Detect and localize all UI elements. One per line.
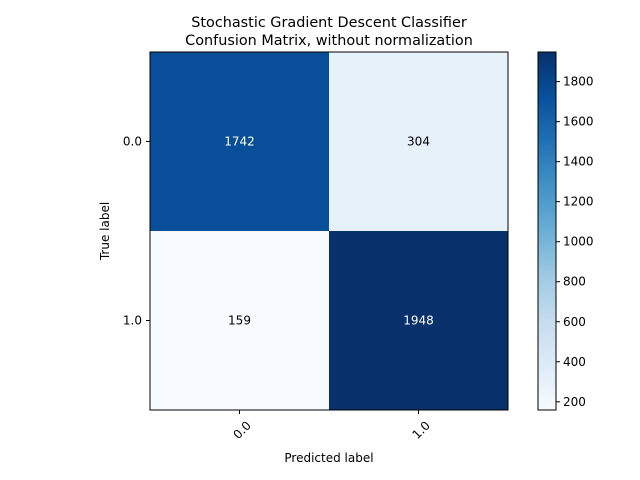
- heatmap-cell-r1-c1: [329, 231, 508, 410]
- colorbar-tick-label: 1600: [563, 115, 594, 129]
- cell-value-label: 1948: [403, 314, 434, 328]
- cell-value-label: 159: [228, 314, 251, 328]
- cell-value-label: 304: [407, 135, 430, 149]
- heatmap-cell-r1-c0: [150, 231, 329, 410]
- y-tick-label: 0.0: [123, 135, 142, 149]
- x-tick-label: 0.0: [230, 418, 253, 441]
- colorbar-tick-label: 1800: [563, 75, 594, 89]
- colorbar-tick-label: 600: [563, 315, 586, 329]
- heatmap-cell-labels: 1742 304 159 1948: [224, 135, 434, 328]
- heatmap-cell-r0-c1: [329, 52, 508, 231]
- y-tick-label: 1.0: [123, 314, 142, 328]
- heatmap-cell-r0-c0: [150, 52, 329, 231]
- heatmap-cells: [150, 52, 508, 410]
- colorbar-tick-label: 200: [563, 395, 586, 409]
- colorbar-ticks: 200 400 600 800 1000 1200 1400 1600 1800: [556, 75, 594, 409]
- y-axis-label: True label: [98, 202, 112, 261]
- colorbar-tick-label: 800: [563, 275, 586, 289]
- cell-value-label: 1742: [224, 135, 255, 149]
- y-axis-ticks: 0.0 1.0: [123, 135, 150, 328]
- colorbar-tick-label: 1200: [563, 195, 594, 209]
- plot-frame: [149, 51, 509, 411]
- colorbar-tick-label: 1000: [563, 235, 594, 249]
- x-axis-ticks: 0.0 1.0: [230, 410, 433, 442]
- colorbar: [537, 51, 557, 411]
- colorbar-tick-label: 400: [563, 355, 586, 369]
- x-axis-label: Predicted label: [284, 451, 373, 465]
- x-tick-label: 1.0: [409, 418, 432, 441]
- chart-title-line-1: Stochastic Gradient Descent Classifier: [191, 15, 467, 31]
- chart-title-line-2: Confusion Matrix, without normalization: [185, 33, 473, 49]
- colorbar-tick-label: 1400: [563, 155, 594, 169]
